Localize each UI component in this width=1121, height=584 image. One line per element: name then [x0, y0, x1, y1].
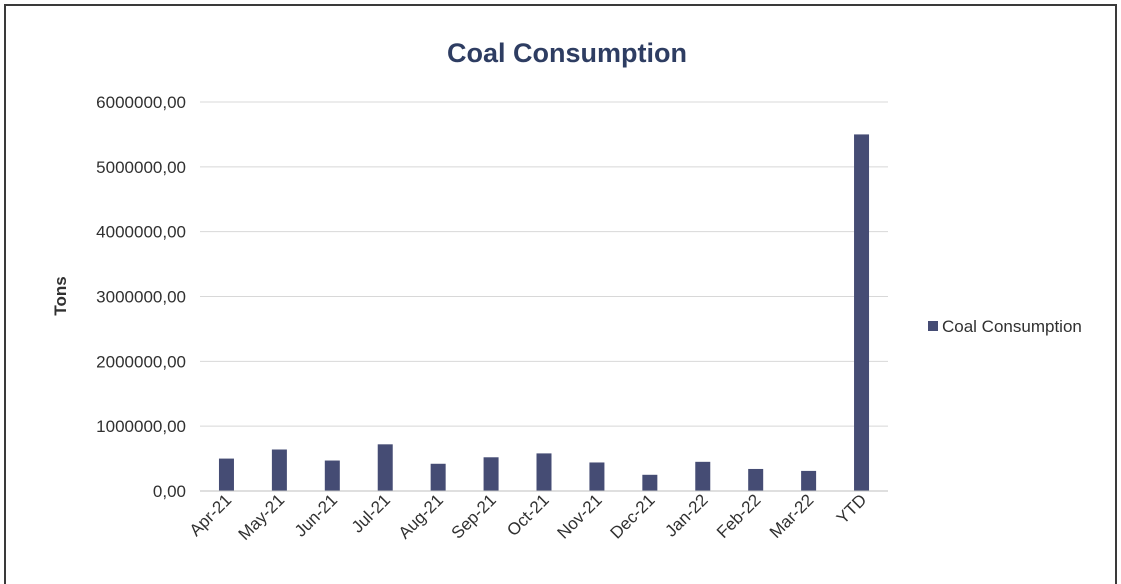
legend-label: Coal Consumption [942, 317, 1082, 336]
x-tick-label: Jan-22 [661, 490, 711, 540]
chart-frame [4, 4, 1117, 584]
x-tick-label: Jul-21 [348, 490, 394, 536]
bar-feb-22 [748, 468, 764, 491]
legend-swatch [928, 321, 938, 331]
gridlines [200, 101, 888, 427]
y-tick-label: 1000000,00 [96, 417, 186, 436]
bar-nov-21 [589, 462, 605, 491]
x-tick-label: Sep-21 [448, 490, 500, 542]
x-axis-ticks: Apr-21 May-21 Jun-21 Jul-21 Aug-21 Sep-21 Oct-… [186, 490, 871, 544]
x-tick-label: Dec-21 [606, 490, 658, 542]
x-tick-label: Feb-22 [713, 490, 765, 542]
x-tick-label: May-21 [235, 490, 289, 544]
x-tick-label: Nov-21 [554, 490, 606, 542]
bar-sep-21 [483, 457, 499, 491]
x-tick-label: Apr-21 [186, 490, 236, 540]
bar-oct-21 [536, 453, 552, 491]
bar-jul-21 [377, 444, 393, 491]
bar-dec-21 [642, 474, 658, 491]
bar-apr-21 [218, 458, 234, 491]
y-tick-label: 0,00 [153, 482, 186, 501]
y-axis-ticks: 0,00 1000000,00 2000000,00 3000000,00 400000… [96, 93, 186, 501]
bar-may-21 [271, 449, 287, 491]
y-tick-label: 4000000,00 [96, 223, 186, 242]
bar-aug-21 [430, 463, 446, 491]
bar-jun-21 [324, 460, 340, 491]
y-tick-label: 3000000,00 [96, 288, 186, 307]
bar-mar-22 [801, 470, 817, 491]
x-tick-label: Aug-21 [395, 490, 447, 542]
y-tick-label: 5000000,00 [96, 158, 186, 177]
x-tick-label: Mar-22 [766, 490, 818, 542]
bars [218, 134, 870, 491]
y-tick-label: 2000000,00 [96, 352, 186, 371]
bar-jan-22 [695, 461, 711, 491]
bar-ytd [854, 134, 870, 491]
x-tick-label: YTD [833, 490, 870, 527]
y-axis-label: Tons [51, 276, 70, 315]
x-tick-label: Jun-21 [291, 490, 341, 540]
legend: Coal Consumption [928, 317, 1082, 336]
y-tick-label: 6000000,00 [96, 93, 186, 112]
chart-title: Coal Consumption [447, 38, 687, 68]
x-tick-label: Oct-21 [503, 490, 553, 540]
